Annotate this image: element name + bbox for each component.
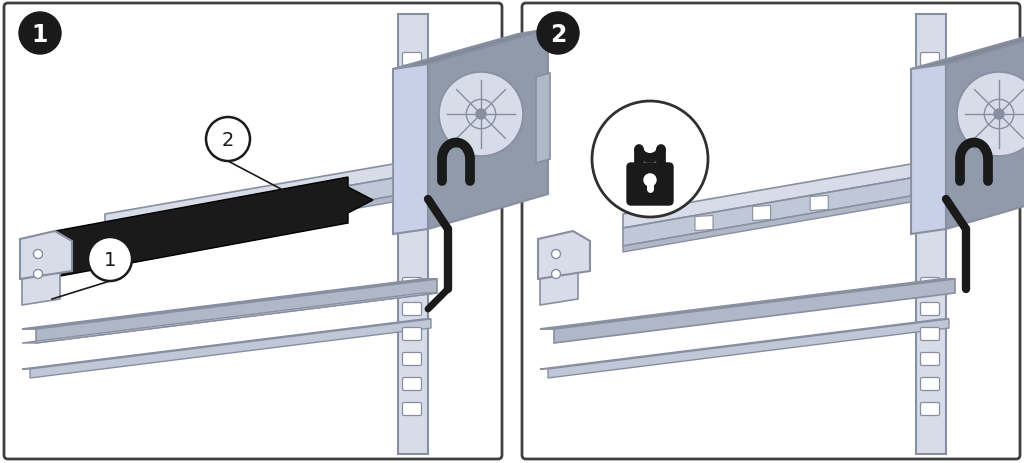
FancyBboxPatch shape bbox=[402, 53, 422, 66]
Polygon shape bbox=[22, 294, 437, 343]
FancyBboxPatch shape bbox=[402, 328, 422, 341]
Polygon shape bbox=[916, 15, 946, 454]
Polygon shape bbox=[538, 232, 590, 279]
FancyBboxPatch shape bbox=[921, 278, 939, 291]
Polygon shape bbox=[105, 165, 393, 229]
FancyBboxPatch shape bbox=[4, 4, 502, 459]
FancyBboxPatch shape bbox=[921, 78, 939, 91]
Polygon shape bbox=[946, 30, 1024, 230]
Polygon shape bbox=[22, 279, 437, 329]
FancyBboxPatch shape bbox=[627, 163, 673, 206]
Circle shape bbox=[34, 270, 43, 279]
Polygon shape bbox=[623, 197, 911, 252]
Polygon shape bbox=[753, 206, 771, 221]
Circle shape bbox=[88, 238, 132, 282]
FancyBboxPatch shape bbox=[402, 378, 422, 391]
Circle shape bbox=[206, 118, 250, 162]
FancyBboxPatch shape bbox=[921, 403, 939, 416]
Circle shape bbox=[552, 250, 560, 259]
Circle shape bbox=[994, 110, 1005, 120]
Circle shape bbox=[957, 73, 1024, 156]
FancyBboxPatch shape bbox=[921, 328, 939, 341]
Polygon shape bbox=[105, 197, 393, 252]
Circle shape bbox=[592, 102, 708, 218]
Polygon shape bbox=[540, 274, 578, 305]
Polygon shape bbox=[428, 30, 548, 230]
Polygon shape bbox=[536, 74, 550, 163]
FancyBboxPatch shape bbox=[402, 403, 422, 416]
FancyBboxPatch shape bbox=[921, 103, 939, 116]
Polygon shape bbox=[105, 179, 393, 246]
Polygon shape bbox=[20, 232, 72, 279]
Polygon shape bbox=[548, 319, 949, 378]
Polygon shape bbox=[36, 279, 437, 343]
Text: 2: 2 bbox=[222, 131, 234, 150]
Polygon shape bbox=[695, 216, 713, 231]
Polygon shape bbox=[810, 196, 828, 211]
Polygon shape bbox=[554, 279, 955, 343]
Polygon shape bbox=[911, 65, 946, 234]
Circle shape bbox=[552, 270, 560, 279]
Polygon shape bbox=[623, 165, 911, 229]
Polygon shape bbox=[911, 30, 1024, 70]
Polygon shape bbox=[22, 319, 431, 369]
Polygon shape bbox=[22, 274, 60, 305]
Circle shape bbox=[34, 250, 43, 259]
FancyBboxPatch shape bbox=[402, 103, 422, 116]
Circle shape bbox=[644, 175, 656, 187]
FancyBboxPatch shape bbox=[402, 78, 422, 91]
FancyBboxPatch shape bbox=[921, 353, 939, 366]
Polygon shape bbox=[623, 179, 911, 246]
Text: 1: 1 bbox=[103, 251, 116, 270]
Circle shape bbox=[476, 110, 486, 120]
Circle shape bbox=[439, 73, 523, 156]
FancyBboxPatch shape bbox=[921, 378, 939, 391]
FancyBboxPatch shape bbox=[522, 4, 1020, 459]
Polygon shape bbox=[393, 65, 428, 234]
Circle shape bbox=[537, 13, 579, 55]
FancyBboxPatch shape bbox=[402, 353, 422, 366]
Polygon shape bbox=[234, 206, 253, 221]
Polygon shape bbox=[177, 216, 195, 231]
FancyBboxPatch shape bbox=[402, 303, 422, 316]
Text: 1: 1 bbox=[32, 23, 48, 47]
Polygon shape bbox=[55, 178, 373, 277]
Polygon shape bbox=[393, 30, 548, 70]
FancyBboxPatch shape bbox=[921, 53, 939, 66]
Circle shape bbox=[19, 13, 61, 55]
Polygon shape bbox=[398, 15, 428, 454]
Polygon shape bbox=[540, 279, 955, 329]
Polygon shape bbox=[30, 319, 431, 378]
FancyBboxPatch shape bbox=[402, 278, 422, 291]
Polygon shape bbox=[540, 319, 949, 369]
FancyBboxPatch shape bbox=[921, 303, 939, 316]
Text: 2: 2 bbox=[550, 23, 566, 47]
Polygon shape bbox=[292, 196, 310, 211]
